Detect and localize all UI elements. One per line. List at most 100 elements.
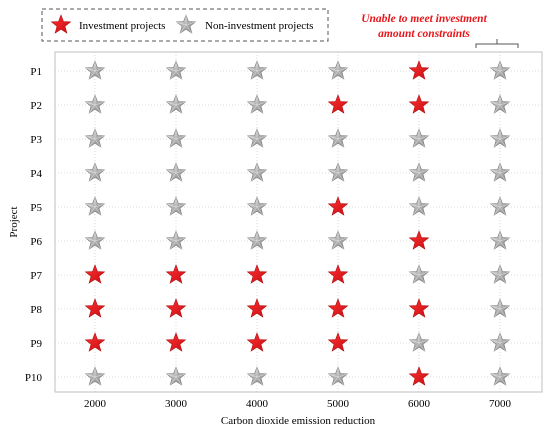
non-investment-star-p6-7000-bevel xyxy=(490,237,501,242)
non-investment-star-p4-3000-bevel xyxy=(175,169,186,174)
non-investment-star-p7-6000-bevel xyxy=(409,271,420,276)
non-investment-star-p5-2000-bevel xyxy=(94,206,102,216)
non-investment-star-p4-2000-bevel xyxy=(85,169,96,174)
non-investment-star-p4-2000 xyxy=(84,162,106,182)
non-investment-star-p6-2000 xyxy=(84,230,106,250)
non-investment-star-p6-3000-bevel xyxy=(175,240,183,250)
non-investment-star-p6-4000-bevel xyxy=(247,237,258,242)
x-tick-label: 3000 xyxy=(165,398,188,410)
non-investment-star-p4-2000-bevel xyxy=(88,172,96,182)
non-investment-star-p9-6000 xyxy=(408,332,430,352)
non-investment-star-p5-2000-bevel xyxy=(94,203,105,208)
investment-star-p10-6000-shape xyxy=(408,366,430,386)
investment-star-p2-6000 xyxy=(408,94,430,114)
investment-star-p7-5000 xyxy=(327,264,349,284)
non-investment-star-p5-3000 xyxy=(165,196,187,216)
x-tick-label: 6000 xyxy=(408,398,431,410)
non-investment-star-p10-4000-bevel xyxy=(256,373,267,378)
non-investment-star-p2-4000-bevel xyxy=(256,101,267,106)
non-investment-star-p5-6000-bevel xyxy=(412,206,420,216)
non-investment-star-p3-2000-bevel xyxy=(94,138,102,148)
y-tick-label: P4 xyxy=(30,168,42,180)
non-investment-star-p4-3000-bevel xyxy=(169,172,177,182)
non-investment-star-p1-3000 xyxy=(165,60,187,80)
non-investment-star-p1-3000-bevel xyxy=(175,67,186,72)
non-investment-star-p7-6000 xyxy=(408,264,430,284)
investment-star-p9-2000-shape xyxy=(84,332,106,352)
non-investment-star-p9-7000 xyxy=(489,332,511,352)
investment-star-p2-6000-shape xyxy=(408,94,430,114)
non-investment-star-p5-7000-bevel xyxy=(499,206,507,216)
non-investment-star-p1-3000-bevel xyxy=(175,70,183,80)
investment-star-p6-6000 xyxy=(408,230,430,250)
investment-star-p8-3000 xyxy=(165,298,187,318)
non-investment-star-p1-5000 xyxy=(327,60,349,80)
x-tick-label: 2000 xyxy=(84,398,107,410)
investment-star-p7-3000-shape xyxy=(165,264,187,284)
y-tick-label: P9 xyxy=(30,338,42,350)
y-tick-label: P5 xyxy=(30,202,42,214)
non-investment-star-p6-5000-bevel xyxy=(328,237,339,242)
non-investment-star-p7-7000-bevel xyxy=(499,274,507,284)
non-investment-star-p4-7000 xyxy=(489,162,511,182)
non-investment-star-p8-7000-bevel xyxy=(499,305,510,310)
non-investment-star-p10-7000-bevel xyxy=(499,376,507,386)
non-investment-star-p6-3000-bevel xyxy=(169,240,177,250)
non-investment-star-p1-5000-bevel xyxy=(337,67,348,72)
legend-non-investment-label: Non-investment projects xyxy=(205,20,313,32)
non-investment-star-p6-3000-bevel xyxy=(175,237,186,242)
legend-investment-label: Investment projects xyxy=(79,20,165,32)
non-investment-star-p4-4000-bevel xyxy=(247,169,258,174)
non-investment-star-p10-3000-bevel xyxy=(175,373,186,378)
investment-star-p2-5000 xyxy=(327,94,349,114)
investment-star-p1-6000-shape xyxy=(408,60,430,80)
non-investment-star-p10-2000-bevel xyxy=(88,376,96,386)
non-investment-star-p1-3000-bevel xyxy=(169,70,177,80)
y-axis-title: Project xyxy=(8,206,20,237)
non-investment-star-p9-7000-bevel xyxy=(499,339,510,344)
non-investment-star-p5-6000-bevel xyxy=(409,203,420,208)
non-investment-star-p6-4000-bevel xyxy=(256,240,264,250)
non-investment-star-p1-3000-bevel xyxy=(166,67,177,72)
non-investment-star-p4-5000-bevel xyxy=(331,172,339,182)
investment-star-p9-4000 xyxy=(246,332,268,352)
non-investment-star-p10-7000-bevel xyxy=(499,373,510,378)
non-investment-star-p3-5000-bevel xyxy=(331,138,339,148)
non-investment-star-p6-2000-bevel xyxy=(94,240,102,250)
legend-box xyxy=(41,8,329,42)
non-investment-star-p8-7000-bevel xyxy=(493,308,501,318)
non-investment-star-p1-4000-bevel xyxy=(256,70,264,80)
investment-star-p8-5000-shape xyxy=(327,298,349,318)
non-investment-star-p10-4000-bevel xyxy=(250,376,258,386)
non-investment-star-p4-4000-bevel xyxy=(250,172,258,182)
non-investment-star-p5-3000-bevel xyxy=(169,206,177,216)
non-investment-star-p1-5000-bevel xyxy=(328,67,339,72)
non-investment-star-p7-6000-bevel xyxy=(412,274,420,284)
non-investment-star-p7-7000-bevel xyxy=(499,271,510,276)
non-investment-star-p2-2000-bevel xyxy=(88,104,96,114)
non-investment-star-p3-7000-bevel xyxy=(499,138,507,148)
non-investment-star-p10-4000-bevel xyxy=(247,373,258,378)
non-investment-star-p6-7000-bevel xyxy=(499,240,507,250)
non-investment-star-p10-7000-bevel xyxy=(493,376,501,386)
non-investment-star-p3-6000-bevel xyxy=(412,138,420,148)
non-investment-star-p7-7000-bevel xyxy=(493,274,501,284)
x-axis-title: Carbon dioxide emission reduction xyxy=(221,415,376,427)
non-investment-star-p1-2000 xyxy=(84,60,106,80)
non-investment-star-p3-3000-bevel xyxy=(175,138,183,148)
non-investment-star-p1-2000-bevel xyxy=(85,67,96,72)
non-investment-star-p4-5000-bevel xyxy=(328,169,339,174)
non-investment-star-p6-5000-bevel xyxy=(337,237,348,242)
non-investment-star-p1-2000-bevel xyxy=(94,70,102,80)
investment-star-p8-2000 xyxy=(84,298,106,318)
non-investment-star-p2-7000-bevel xyxy=(493,104,501,114)
x-tick-label: 7000 xyxy=(489,398,512,410)
legend-investment-star xyxy=(50,14,72,34)
non-investment-star-p4-4000-bevel xyxy=(256,172,264,182)
non-investment-star-p6-4000-bevel xyxy=(250,240,258,250)
non-investment-star-p3-4000-bevel xyxy=(256,138,264,148)
non-investment-star-p5-4000-bevel xyxy=(250,206,258,216)
non-investment-star-p3-3000 xyxy=(165,128,187,148)
non-investment-star-p3-5000-bevel xyxy=(337,135,348,140)
non-investment-star-p1-7000-bevel xyxy=(490,67,501,72)
